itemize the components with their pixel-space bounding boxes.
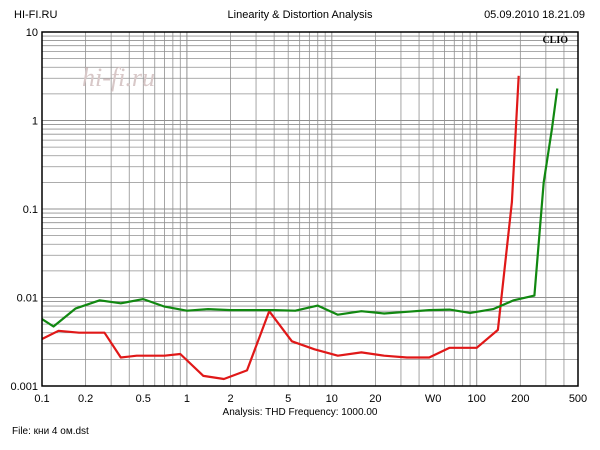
x-tick-label: 100 — [468, 393, 486, 405]
analysis-info: Analysis: THD Frequency: 1000.00 — [222, 407, 378, 418]
series-line-green — [41, 88, 559, 328]
chart-title: Linearity & Distortion Analysis — [227, 9, 373, 21]
watermark: hi-fi.ru — [82, 63, 155, 92]
x-tick-label: 0.2 — [78, 393, 93, 405]
clio-brand: CLIO — [542, 35, 568, 46]
x-tick-label: 0.1 — [34, 393, 49, 405]
series-lines — [41, 75, 559, 381]
x-tick-label: W0 — [425, 393, 442, 405]
x-tick-label: 5 — [285, 393, 291, 405]
x-tick-label: 200 — [511, 393, 529, 405]
plot-frame — [41, 31, 579, 387]
x-tick-label: 10 — [326, 393, 338, 405]
x-tick-label: 500 — [569, 393, 587, 405]
x-tick-label: 20 — [369, 393, 381, 405]
x-tick-label: 2 — [227, 393, 233, 405]
x-tick-label: 0.5 — [136, 393, 151, 405]
series-line-red — [41, 75, 520, 381]
x-tick-label: 1 — [184, 393, 190, 405]
file-name: File: кни 4 ом.dst — [12, 426, 89, 437]
timestamp: 05.09.2010 18.21.09 — [484, 9, 585, 21]
y-tick-label: 0.1 — [23, 204, 38, 216]
y-tick-label: 0.001 — [10, 381, 38, 393]
y-tick-label: 1 — [32, 116, 38, 128]
y-tick-label: 10 — [26, 27, 38, 39]
tick-labels: 0.1 0.2 0.5 1 2 5 10 20 W0 100 200 500 10 1 0.1 0.01 0.0… — [10, 27, 587, 405]
app-label: HI-FI.RU — [14, 9, 58, 21]
y-tick-label: 0.01 — [17, 293, 38, 305]
